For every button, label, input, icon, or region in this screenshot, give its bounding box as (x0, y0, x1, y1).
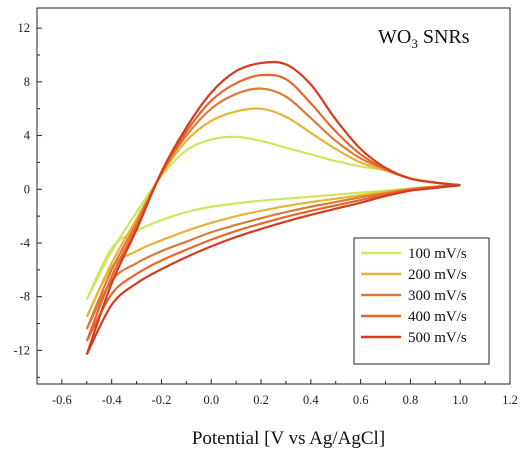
legend-label: 300 mV/s (408, 288, 467, 304)
y-tick-label: -8 (20, 290, 30, 304)
y-tick-label: 8 (24, 75, 30, 89)
legend-label: 100 mV/s (408, 246, 467, 262)
ticks-layer: -0.6 -0.4 -0.2 0.0 0.2 0.4 0.6 0.8 1.0 1.2 -12 -8 -4… (13, 21, 517, 407)
x-tick-label: 0.2 (253, 393, 269, 407)
plot-frame (36, 7, 511, 385)
legend-label: 500 mV/s (408, 330, 467, 346)
legend-label: 400 mV/s (408, 309, 467, 325)
legend-box (353, 237, 490, 365)
y-tick-label: 12 (18, 21, 31, 35)
x-tick-label: 0.6 (353, 393, 369, 407)
series-5-cathodic-line (85, 184, 461, 355)
legend-label: 200 mV/s (408, 267, 467, 283)
legend: 100 mV/s 200 mV/s 300 mV/s 400 mV/s 500 mV/s (353, 237, 490, 365)
x-axis-title: Potential [V vs Ag/AgCl] (192, 428, 385, 449)
x-tick-label: -0.4 (102, 393, 123, 407)
series-layer (85, 60, 461, 355)
y-tick-label: -12 (13, 343, 30, 357)
x-tick-label: 0.8 (403, 393, 419, 407)
y-tick-label: -4 (20, 236, 31, 250)
series-5-anodic-line (85, 60, 461, 355)
y-tick-label: 4 (24, 129, 31, 143)
y-tick-label: 0 (24, 182, 30, 196)
x-tick-label: 1.2 (502, 393, 518, 407)
x-tick-label: 0.0 (203, 393, 219, 407)
annotation-subscript: 3 (411, 36, 418, 51)
x-tick-label: -0.6 (52, 393, 72, 407)
annotation-main: WO (378, 26, 411, 48)
x-tick-label: -0.2 (152, 393, 172, 407)
annotation-rest: SNRs (418, 26, 470, 48)
chart-annotation: WO3 SNRs (378, 26, 470, 51)
x-tick-label: 0.4 (303, 393, 319, 407)
x-tick-label: 1.0 (452, 393, 468, 407)
